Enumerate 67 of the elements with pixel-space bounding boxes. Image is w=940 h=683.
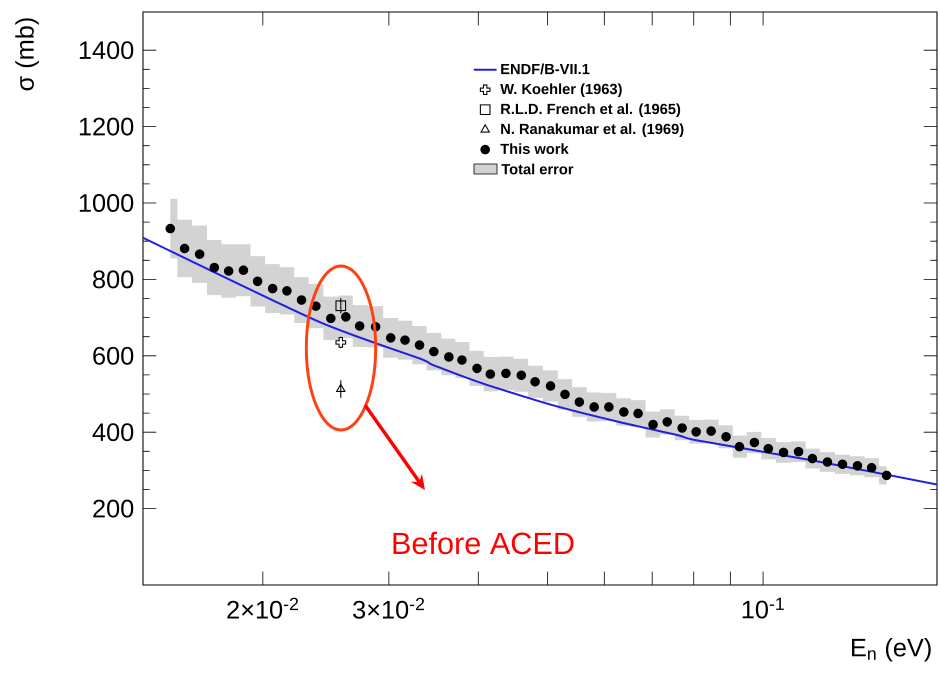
y-axis-title: σ (mb) — [15, 18, 39, 90]
point — [750, 438, 760, 448]
point — [866, 462, 876, 473]
point — [778, 448, 788, 458]
point — [808, 454, 818, 464]
y-tick-label: 1400 — [80, 41, 134, 60]
point — [457, 355, 467, 365]
point — [165, 224, 176, 234]
x-tick-label: 3×10$^{-2}$ — [353, 598, 424, 619]
point — [180, 244, 190, 254]
point — [721, 432, 731, 442]
point — [486, 369, 496, 379]
point — [546, 381, 556, 391]
point — [589, 402, 599, 412]
y-tick-label: 1200 — [80, 118, 134, 136]
point — [444, 352, 454, 362]
legend-label: W. Koehler (1963) — [500, 83, 622, 98]
legend-label: N. Ranakumar et al. (1969) — [501, 123, 684, 137]
point — [194, 249, 204, 259]
y-tick-label: 1000 — [80, 194, 134, 212]
point — [662, 417, 672, 427]
point — [882, 470, 892, 480]
point — [501, 368, 511, 378]
point — [252, 276, 262, 286]
point — [354, 321, 364, 331]
point — [677, 423, 687, 433]
point — [326, 314, 336, 324]
point — [764, 444, 774, 454]
point — [822, 457, 832, 467]
point — [516, 370, 526, 380]
legend-label: This work — [500, 143, 569, 154]
point — [706, 426, 716, 436]
point — [400, 335, 410, 345]
y-tick-label: 200 — [93, 500, 134, 518]
point — [268, 284, 278, 294]
point — [282, 286, 292, 296]
annotation: Total error — [501, 164, 574, 174]
point — [296, 295, 306, 305]
point — [648, 420, 658, 430]
point — [734, 442, 744, 452]
point — [604, 402, 614, 412]
point — [530, 376, 540, 387]
point — [838, 459, 848, 470]
point — [691, 427, 701, 437]
legend-label: ENDF/B-VII.1 — [501, 63, 590, 74]
point — [633, 408, 643, 418]
legend-label: R.L.D. French et al. (1965) — [501, 103, 680, 118]
point — [238, 265, 248, 276]
point — [619, 407, 629, 417]
x-tick-label: 2×10$^{-2}$ — [227, 598, 298, 619]
point — [428, 346, 439, 356]
annotation: Before ACED — [393, 532, 574, 554]
y-tick-label: 400 — [92, 423, 134, 442]
x-tick-label: 10$^{-1}$ — [742, 598, 784, 619]
point — [210, 262, 220, 272]
y-tick-label: 600 — [93, 346, 134, 365]
point — [386, 333, 396, 343]
point — [852, 461, 862, 471]
point — [414, 340, 424, 350]
point — [560, 390, 570, 400]
point — [472, 364, 482, 374]
x-axis-title: E$_{n}$ (eV) — [852, 638, 931, 662]
y-tick-label: 800 — [93, 270, 134, 288]
point — [574, 397, 584, 407]
point — [794, 446, 804, 456]
point — [341, 312, 351, 322]
point — [224, 266, 234, 276]
